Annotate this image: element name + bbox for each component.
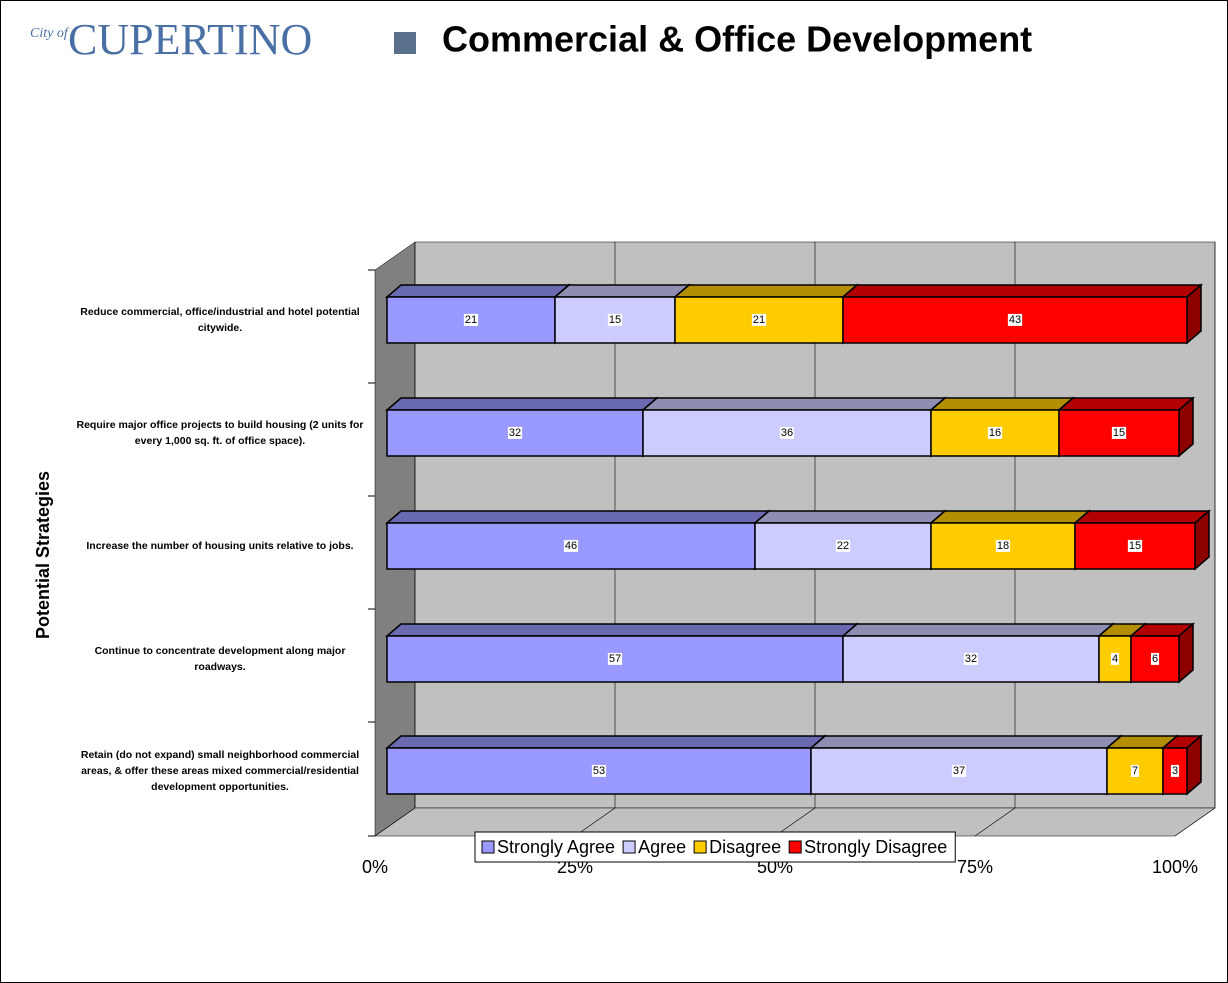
data-label: 15 — [1113, 427, 1125, 439]
bar-side-shade — [1179, 398, 1193, 456]
bar-top-shade — [1075, 511, 1209, 523]
bar-top-shade — [555, 285, 689, 297]
data-label-box — [607, 652, 623, 665]
data-label-box — [987, 426, 1003, 439]
legend-label: Strongly Disagree — [804, 837, 947, 857]
left-ticks — [368, 269, 375, 837]
data-label-box — [507, 426, 523, 439]
bar-top-shade — [387, 398, 657, 410]
floor-line — [574, 807, 616, 837]
legend-label: Disagree — [709, 837, 781, 857]
bar-top-shade — [387, 624, 857, 636]
data-label-box — [563, 539, 579, 552]
legend — [474, 831, 956, 863]
category-label: Continue to concentrate development alon… — [94, 645, 346, 673]
data-label-box — [1170, 764, 1180, 777]
data-label-box — [1127, 539, 1143, 552]
bar-top-shade — [1107, 736, 1177, 748]
bar-side-shade — [1195, 511, 1209, 569]
data-label: 37 — [953, 765, 965, 777]
data-label-box — [1111, 426, 1127, 439]
floor-line — [1174, 807, 1216, 837]
data-label-box — [995, 539, 1011, 552]
data-label: 4 — [1112, 653, 1118, 665]
data-label: 53 — [593, 765, 605, 777]
data-label-box — [835, 539, 851, 552]
legend-label: Agree — [638, 837, 686, 857]
category-label: Retain (do not expand) small neighborhoo… — [80, 749, 360, 793]
data-label-box — [779, 426, 795, 439]
bar-side-shade — [1179, 624, 1193, 682]
bar-side-shade — [1187, 736, 1201, 794]
data-label-box — [1110, 652, 1120, 665]
data-label: 57 — [609, 653, 621, 665]
data-label-box — [463, 313, 479, 326]
data-label: 46 — [565, 540, 577, 552]
legend-swatch — [622, 840, 636, 854]
data-label-box — [607, 313, 623, 326]
bar-top-shade — [387, 285, 569, 297]
bar-top-shade — [1131, 624, 1193, 636]
data-label: 36 — [781, 427, 793, 439]
logo-prefix: City of — [30, 26, 70, 41]
data-label: 15 — [1129, 540, 1141, 552]
bar-top-shade — [387, 736, 825, 748]
data-label-box — [591, 764, 607, 777]
data-label: 7 — [1132, 765, 1138, 777]
data-label: 43 — [1009, 314, 1021, 326]
x-tick-label: 100% — [1152, 857, 1198, 877]
bar — [386, 522, 756, 570]
category-label: Require major office projects to build h… — [76, 419, 364, 447]
logo-icon — [394, 32, 416, 54]
data-label-box — [951, 764, 967, 777]
legend-label: Strongly Agree — [497, 837, 615, 857]
bar-top-shade — [811, 736, 1121, 748]
x-tick-label: 75% — [957, 857, 993, 877]
bar-top-shade — [387, 511, 769, 523]
y-axis-label: Potential Strategies — [33, 471, 53, 639]
chart-title: Commercial & Office Development — [442, 19, 1032, 60]
legend-swatch — [788, 840, 802, 854]
data-label: 18 — [997, 540, 1009, 552]
floor-line — [774, 807, 816, 837]
category-label: Increase the number of housing units rel… — [86, 540, 354, 552]
bar-top-shade — [755, 511, 945, 523]
data-label: 15 — [609, 314, 621, 326]
data-label-box — [1007, 313, 1023, 326]
floor-line — [374, 807, 416, 837]
logo-name: CUPERTINO — [68, 15, 312, 64]
bar-top-shade — [843, 624, 1113, 636]
data-label: 21 — [753, 314, 765, 326]
bar-top-shade — [843, 285, 1201, 297]
data-label: 32 — [509, 427, 521, 439]
data-label: 3 — [1172, 765, 1178, 777]
legend-swatch — [481, 840, 495, 854]
category-label: Reduce commercial, office/industrial and… — [80, 306, 360, 334]
data-label-box — [1130, 764, 1140, 777]
bar-side-shade — [1187, 285, 1201, 343]
bar-top-shade — [1163, 736, 1201, 748]
bar-top-shade — [1059, 398, 1193, 410]
legend-swatch — [693, 840, 707, 854]
bar-top-shade — [675, 285, 857, 297]
floor-line — [974, 807, 1016, 837]
data-label: 16 — [989, 427, 1001, 439]
data-label: 6 — [1152, 653, 1158, 665]
data-label: 21 — [465, 314, 477, 326]
data-label-box — [751, 313, 767, 326]
bar-top-shade — [643, 398, 945, 410]
data-label: 32 — [965, 653, 977, 665]
x-tick-label: 0% — [362, 857, 388, 877]
data-label-box — [963, 652, 979, 665]
data-label-box — [1150, 652, 1160, 665]
data-label: 22 — [837, 540, 849, 552]
bar-top-shade — [931, 511, 1089, 523]
bar-top-shade — [931, 398, 1073, 410]
